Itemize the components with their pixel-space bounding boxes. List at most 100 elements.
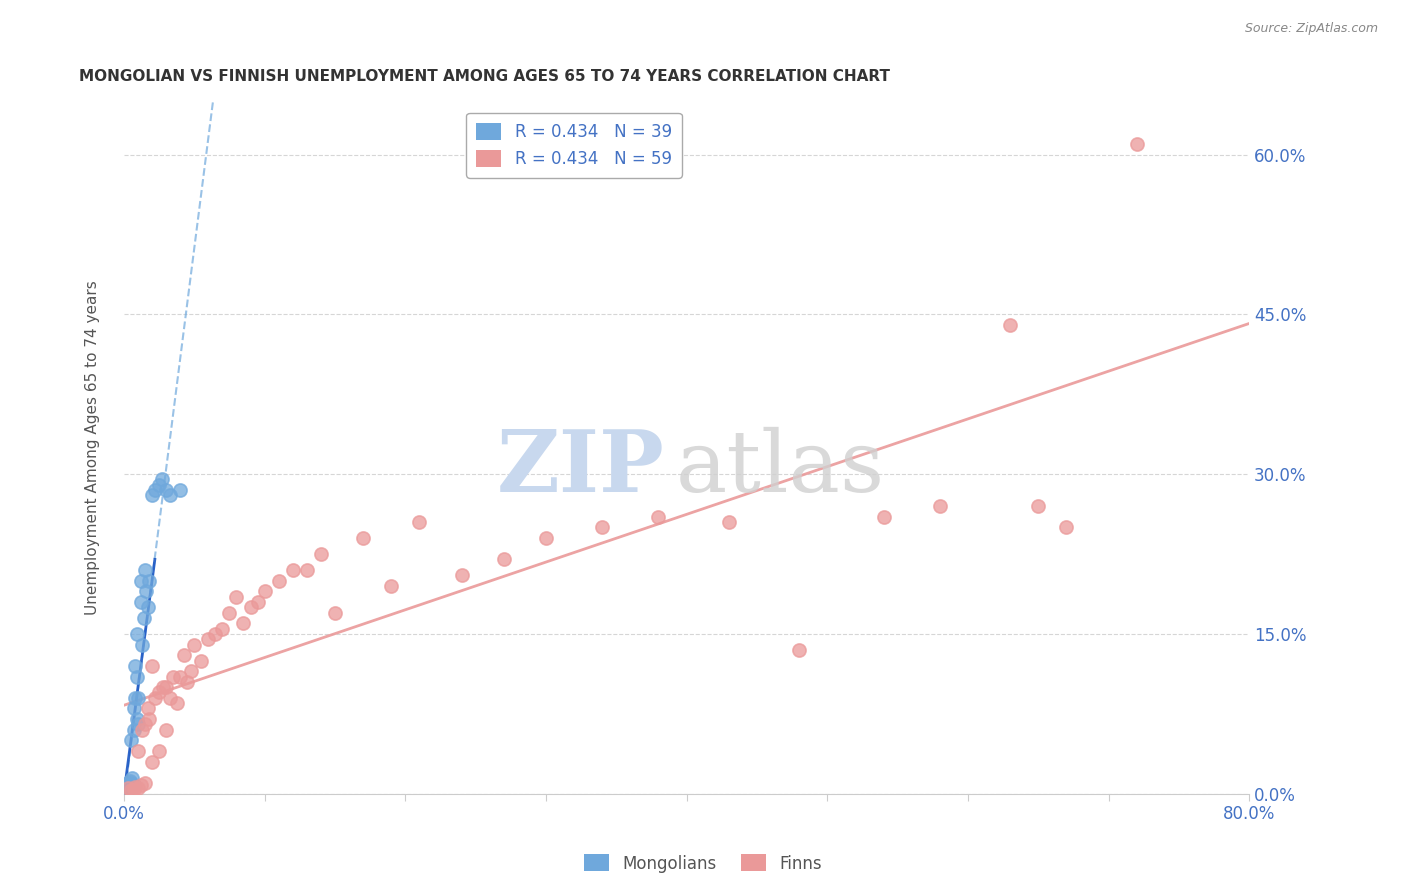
Point xyxy=(120,733,142,747)
Point xyxy=(120,783,142,797)
Point xyxy=(122,723,145,737)
Point xyxy=(173,648,195,663)
Point xyxy=(141,658,163,673)
Point xyxy=(309,547,332,561)
Text: atlas: atlas xyxy=(675,426,884,510)
Point xyxy=(180,664,202,678)
Point xyxy=(998,318,1021,332)
Point xyxy=(143,483,166,497)
Y-axis label: Unemployment Among Ages 65 to 74 years: Unemployment Among Ages 65 to 74 years xyxy=(86,280,100,615)
Text: MONGOLIAN VS FINNISH UNEMPLOYMENT AMONG AGES 65 TO 74 YEARS CORRELATION CHART: MONGOLIAN VS FINNISH UNEMPLOYMENT AMONG … xyxy=(79,69,890,84)
Point xyxy=(121,771,143,785)
Point xyxy=(115,783,138,797)
Point xyxy=(148,744,170,758)
Point xyxy=(120,781,142,796)
Point xyxy=(352,531,374,545)
Point xyxy=(127,744,149,758)
Legend: R = 0.434   N = 39, R = 0.434   N = 59: R = 0.434 N = 39, R = 0.434 N = 59 xyxy=(467,113,682,178)
Point xyxy=(162,669,184,683)
Point xyxy=(115,781,138,796)
Point xyxy=(117,781,139,796)
Point xyxy=(176,674,198,689)
Point xyxy=(143,690,166,705)
Point xyxy=(155,723,177,737)
Point xyxy=(125,712,148,726)
Point xyxy=(115,778,138,792)
Point xyxy=(121,780,143,795)
Point xyxy=(127,717,149,731)
Point xyxy=(159,690,181,705)
Point xyxy=(380,579,402,593)
Point xyxy=(1125,136,1147,151)
Point xyxy=(323,606,346,620)
Point xyxy=(246,595,269,609)
Point xyxy=(131,638,153,652)
Point xyxy=(135,584,157,599)
Point xyxy=(134,563,156,577)
Point xyxy=(717,515,740,529)
Point xyxy=(928,499,950,513)
Point xyxy=(150,473,173,487)
Point xyxy=(148,477,170,491)
Point xyxy=(183,638,205,652)
Point xyxy=(118,779,141,793)
Point xyxy=(267,574,290,588)
Point xyxy=(450,568,472,582)
Point xyxy=(127,690,149,705)
Point xyxy=(218,606,240,620)
Point xyxy=(124,780,146,795)
Point xyxy=(295,563,318,577)
Point xyxy=(155,483,177,497)
Point xyxy=(159,488,181,502)
Point xyxy=(117,776,139,790)
Point xyxy=(141,755,163,769)
Point xyxy=(125,627,148,641)
Point xyxy=(166,696,188,710)
Point xyxy=(117,783,139,797)
Point xyxy=(122,778,145,792)
Point xyxy=(118,773,141,788)
Point xyxy=(225,590,247,604)
Point xyxy=(122,701,145,715)
Point xyxy=(132,611,155,625)
Point xyxy=(190,654,212,668)
Point xyxy=(138,712,160,726)
Point xyxy=(591,520,613,534)
Point xyxy=(136,701,159,715)
Point xyxy=(122,782,145,797)
Point xyxy=(127,781,149,796)
Point xyxy=(872,509,894,524)
Point xyxy=(129,778,152,792)
Point xyxy=(124,690,146,705)
Point xyxy=(204,627,226,641)
Point xyxy=(197,632,219,647)
Text: Source: ZipAtlas.com: Source: ZipAtlas.com xyxy=(1244,22,1378,36)
Point xyxy=(492,552,515,566)
Point xyxy=(148,685,170,699)
Point xyxy=(129,574,152,588)
Point xyxy=(408,515,430,529)
Point xyxy=(124,658,146,673)
Point xyxy=(136,600,159,615)
Point xyxy=(141,488,163,502)
Legend: Mongolians, Finns: Mongolians, Finns xyxy=(576,847,830,880)
Point xyxy=(253,584,276,599)
Point xyxy=(118,782,141,797)
Point xyxy=(787,643,810,657)
Point xyxy=(1026,499,1049,513)
Point xyxy=(1054,520,1077,534)
Point xyxy=(152,680,174,694)
Point xyxy=(155,680,177,694)
Point xyxy=(239,600,262,615)
Point xyxy=(138,574,160,588)
Point xyxy=(129,595,152,609)
Point xyxy=(281,563,304,577)
Point xyxy=(647,509,669,524)
Point xyxy=(134,776,156,790)
Point xyxy=(125,669,148,683)
Point xyxy=(134,717,156,731)
Point xyxy=(211,622,233,636)
Point xyxy=(131,723,153,737)
Point xyxy=(169,483,191,497)
Text: ZIP: ZIP xyxy=(496,426,664,510)
